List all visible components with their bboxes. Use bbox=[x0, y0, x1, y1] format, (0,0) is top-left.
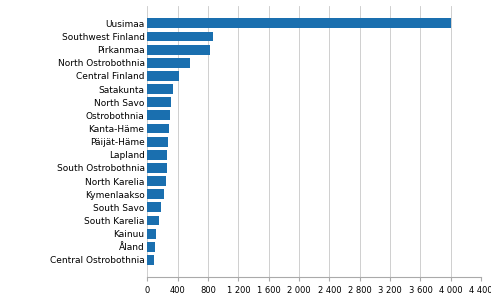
Bar bbox=[147, 176, 165, 186]
Bar bbox=[147, 216, 159, 225]
Bar bbox=[147, 124, 168, 133]
Bar bbox=[147, 71, 179, 81]
Bar bbox=[147, 242, 155, 252]
Bar bbox=[147, 84, 173, 94]
Bar bbox=[147, 255, 154, 265]
Bar bbox=[147, 111, 170, 120]
Bar bbox=[147, 32, 213, 42]
Bar bbox=[147, 150, 167, 160]
Bar bbox=[147, 189, 164, 199]
Bar bbox=[147, 97, 171, 107]
Bar bbox=[147, 163, 166, 173]
Bar bbox=[147, 45, 210, 55]
Bar bbox=[147, 229, 157, 239]
Bar bbox=[147, 18, 451, 28]
Bar bbox=[147, 137, 168, 147]
Bar bbox=[147, 58, 190, 68]
Bar bbox=[147, 202, 161, 212]
